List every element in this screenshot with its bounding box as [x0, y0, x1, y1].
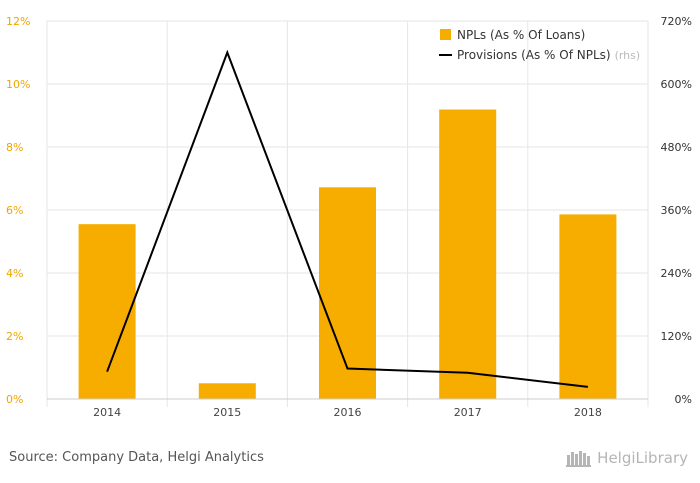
- legend-swatch-bar: [440, 29, 451, 40]
- chart: 0% 0% 2% 120% 4% 240% 6% 360% 8% 480% 10% 600% 12% 72…: [6, 15, 692, 419]
- x-tick-label: 2016: [334, 406, 362, 419]
- left-tick-label: 8%: [6, 141, 23, 154]
- left-tick-label: 12%: [6, 15, 30, 28]
- brand-logo[interactable]: HelgiLibrary: [566, 449, 688, 467]
- brand-name: HelgiLibrary: [597, 449, 688, 467]
- right-tick-label: 480%: [661, 141, 692, 154]
- left-tick-label: 4%: [6, 267, 23, 280]
- legend-label-suffix: (rhs): [615, 49, 641, 62]
- right-tick-label: 240%: [661, 267, 692, 280]
- legend-label-bar: NPLs (As % Of Loans): [457, 28, 585, 42]
- right-tick-label: 0%: [675, 393, 692, 406]
- x-tick-label: 2017: [454, 406, 482, 419]
- bar: [559, 214, 617, 399]
- right-tick-label: 600%: [661, 78, 692, 91]
- x-tick-label: 2018: [574, 406, 602, 419]
- right-tick-label: 720%: [661, 15, 692, 28]
- right-tick-label: 360%: [661, 204, 692, 217]
- legend-label-line: Provisions (As % Of NPLs): [457, 48, 611, 62]
- library-icon: [566, 451, 592, 467]
- left-tick-label: 6%: [6, 204, 23, 217]
- left-tick-label: 0%: [6, 393, 23, 406]
- x-tick-label: 2014: [93, 406, 121, 419]
- left-tick-label: 10%: [6, 78, 30, 91]
- bar-series: [78, 109, 617, 399]
- bar: [198, 383, 256, 399]
- axes: 0% 0% 2% 120% 4% 240% 6% 360% 8% 480% 10% 600% 12% 72…: [6, 15, 692, 419]
- bar: [439, 109, 497, 399]
- bar: [78, 224, 136, 399]
- source-note: Source: Company Data, Helgi Analytics: [9, 450, 264, 465]
- legend: NPLs (As % Of Loans) Provisions (As % Of …: [439, 28, 640, 62]
- right-tick-label: 120%: [661, 330, 692, 343]
- grid: [46, 20, 649, 407]
- left-tick-label: 2%: [6, 330, 23, 343]
- line-series: [106, 49, 589, 388]
- x-tick-label: 2015: [213, 406, 241, 419]
- bar: [319, 187, 376, 399]
